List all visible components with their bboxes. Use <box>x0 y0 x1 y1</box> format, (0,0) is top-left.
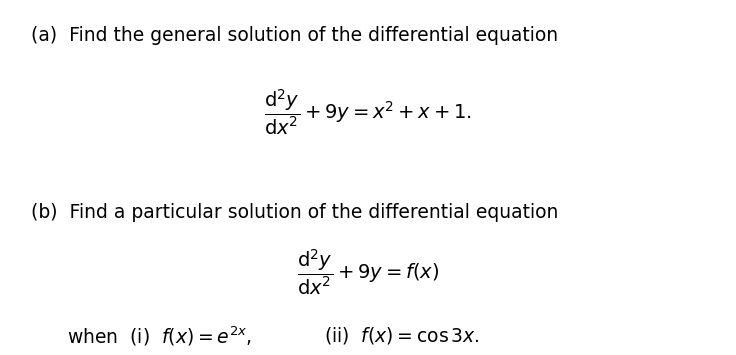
Text: $\dfrac{\mathrm{d}^2y}{\mathrm{d}x^2} + 9y = x^2 + x + 1.$: $\dfrac{\mathrm{d}^2y}{\mathrm{d}x^2} + … <box>264 88 472 137</box>
Text: when  (i)  $f(x) = e^{2x},$: when (i) $f(x) = e^{2x},$ <box>68 325 252 348</box>
Text: $\dfrac{\mathrm{d}^2y}{\mathrm{d}x^2} + 9y = f(x)$: $\dfrac{\mathrm{d}^2y}{\mathrm{d}x^2} + … <box>297 248 439 297</box>
Text: (a)  Find the general solution of the differential equation: (a) Find the general solution of the dif… <box>31 26 558 45</box>
Text: (ii)  $f(x) = \cos 3x.$: (ii) $f(x) = \cos 3x.$ <box>324 325 480 346</box>
Text: (b)  Find a particular solution of the differential equation: (b) Find a particular solution of the di… <box>31 203 558 222</box>
